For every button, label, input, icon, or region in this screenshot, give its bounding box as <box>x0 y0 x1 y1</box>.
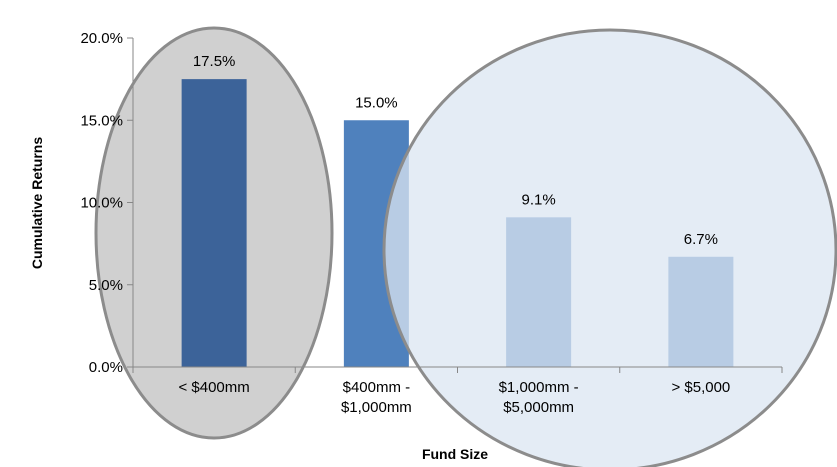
x-category-label: < $400mm <box>178 379 249 396</box>
y-tick-label: 20.0% <box>80 30 123 47</box>
x-category-label: $400mm -$1,000mm <box>341 379 412 416</box>
x-axis-title: Fund Size <box>422 446 488 462</box>
y-axis-title: Cumulative Returns <box>29 137 45 269</box>
data-label: 17.5% <box>193 53 236 70</box>
highlight-ellipse-large-funds <box>384 30 836 467</box>
bar <box>182 79 247 367</box>
y-tick-label: 0.0% <box>89 359 123 376</box>
y-tick-label: 10.0% <box>80 195 123 212</box>
x-category-label: > $5,000 <box>671 379 730 396</box>
data-label: 9.1% <box>522 191 556 208</box>
y-tick-label: 5.0% <box>89 277 123 294</box>
data-label: 6.7% <box>684 231 718 248</box>
y-tick-label: 15.0% <box>80 112 123 129</box>
data-label: 15.0% <box>355 94 398 111</box>
